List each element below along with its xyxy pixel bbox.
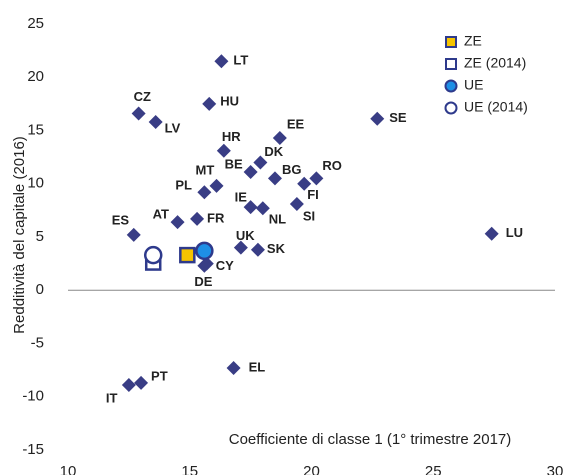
point-label: NL — [269, 212, 286, 227]
data-point — [243, 165, 258, 180]
legend-marker — [444, 79, 458, 93]
point-label: MT — [196, 162, 215, 177]
legend-label: ZE — [464, 33, 482, 49]
point-label: ES — [112, 212, 130, 227]
data-point — [253, 155, 268, 170]
point-label: SI — [303, 208, 315, 223]
point-label: BG — [282, 162, 302, 177]
data-point — [370, 111, 385, 126]
point-label: LV — [165, 120, 181, 135]
data-point — [148, 114, 163, 129]
point-label: AT — [153, 207, 169, 222]
point-label: HU — [220, 93, 239, 108]
point-label: IT — [106, 390, 118, 405]
legend-label: UE (2014) — [464, 99, 528, 115]
data-point — [297, 176, 312, 191]
point-label: LT — [233, 53, 248, 68]
point-label: DE — [194, 274, 212, 289]
data-point — [216, 143, 231, 158]
data-point — [484, 226, 499, 241]
x-tick-label: 15 — [181, 463, 198, 475]
point-label: HR — [222, 129, 241, 144]
data-point — [267, 171, 282, 186]
data-point — [289, 196, 304, 211]
point-label: BE — [225, 156, 243, 171]
y-tick-label: 0 — [36, 281, 44, 298]
legend-label: UE — [464, 77, 483, 93]
data-point — [250, 242, 265, 257]
data-point — [209, 178, 224, 193]
point-label: FR — [207, 210, 225, 225]
y-axis-title: Redditività del capitale (2016) — [11, 136, 28, 334]
series-point — [143, 245, 163, 265]
y-tick-label: 15 — [27, 121, 44, 138]
data-point — [272, 130, 287, 145]
data-point — [197, 185, 212, 200]
point-label: EL — [249, 359, 266, 374]
data-point — [190, 211, 205, 226]
data-point — [309, 171, 324, 186]
data-point — [233, 240, 248, 255]
legend-label: ZE (2014) — [464, 55, 526, 71]
legend-marker — [445, 36, 457, 48]
point-label: SE — [389, 110, 407, 125]
point-label: EE — [287, 116, 305, 131]
y-tick-label: -5 — [31, 334, 44, 351]
data-point — [226, 360, 241, 375]
data-point — [170, 215, 185, 230]
y-tick-label: 25 — [27, 15, 44, 32]
x-axis-title: Coefficiente di classe 1 (1° trimestre 2… — [229, 431, 512, 448]
point-label: SK — [267, 241, 286, 256]
point-label: RO — [322, 158, 342, 173]
x-tick-label: 25 — [425, 463, 442, 475]
legend-marker — [444, 101, 458, 115]
legend-marker — [445, 58, 457, 70]
point-label: UK — [236, 228, 255, 243]
point-label: PL — [175, 178, 192, 193]
y-tick-label: 5 — [36, 228, 44, 245]
data-point — [202, 96, 217, 111]
data-point — [255, 201, 270, 216]
data-point — [197, 258, 212, 273]
point-label: LU — [506, 225, 523, 240]
point-label: FI — [307, 187, 319, 202]
point-label: IE — [235, 190, 248, 205]
series-point — [179, 246, 196, 264]
data-point — [214, 54, 229, 69]
point-label: CZ — [134, 89, 151, 104]
series-point — [195, 241, 214, 261]
y-tick-label: -10 — [22, 388, 44, 405]
point-label: CY — [216, 258, 234, 273]
point-label: DK — [264, 144, 283, 159]
x-tick-label: 20 — [303, 463, 320, 475]
x-tick-label: 30 — [547, 463, 564, 475]
y-tick-label: 10 — [27, 175, 44, 192]
data-point — [126, 227, 141, 242]
x-tick-label: 10 — [60, 463, 77, 475]
point-label: PT — [151, 368, 168, 383]
y-tick-label: -15 — [22, 441, 44, 458]
y-tick-label: 20 — [27, 68, 44, 85]
data-point — [121, 378, 136, 393]
data-point — [131, 106, 146, 121]
data-point — [243, 200, 258, 215]
data-point — [134, 375, 149, 390]
